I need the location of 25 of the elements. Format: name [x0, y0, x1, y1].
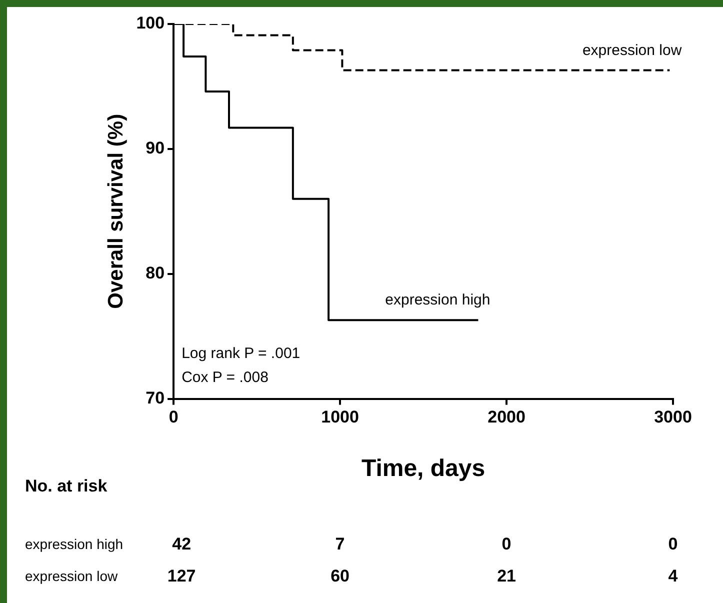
text: expression high [25, 536, 124, 552]
text: 21 [497, 566, 516, 586]
text: 4 [668, 566, 678, 586]
annotation: Cox P = .008 [182, 368, 268, 386]
text: expression low [25, 568, 118, 584]
x-axis-title: Time, days [361, 455, 486, 482]
y-tick-label: 90 [146, 138, 165, 158]
text: 42 [172, 534, 192, 554]
x-tick-label: 3000 [654, 408, 692, 427]
y-axis-title: Overall survival (%) [104, 114, 128, 309]
y-tick-label: 70 [146, 388, 165, 408]
y-tick-label: 80 [146, 264, 165, 283]
text: No. at risk [25, 476, 108, 496]
y-tick-label: 100 [136, 14, 165, 33]
x-tick-label: 0 [168, 408, 178, 427]
series-label: expression low [582, 42, 682, 59]
text: 127 [167, 566, 196, 586]
x-tick-label: 1000 [321, 408, 359, 427]
x-tick-label: 2000 [488, 408, 526, 427]
text: 60 [330, 566, 350, 586]
text: 7 [335, 534, 345, 554]
text: 0 [668, 534, 678, 554]
series-label: expression high [385, 292, 490, 309]
annotation: Log rank P = .001 [182, 344, 300, 362]
text: 0 [502, 534, 512, 554]
